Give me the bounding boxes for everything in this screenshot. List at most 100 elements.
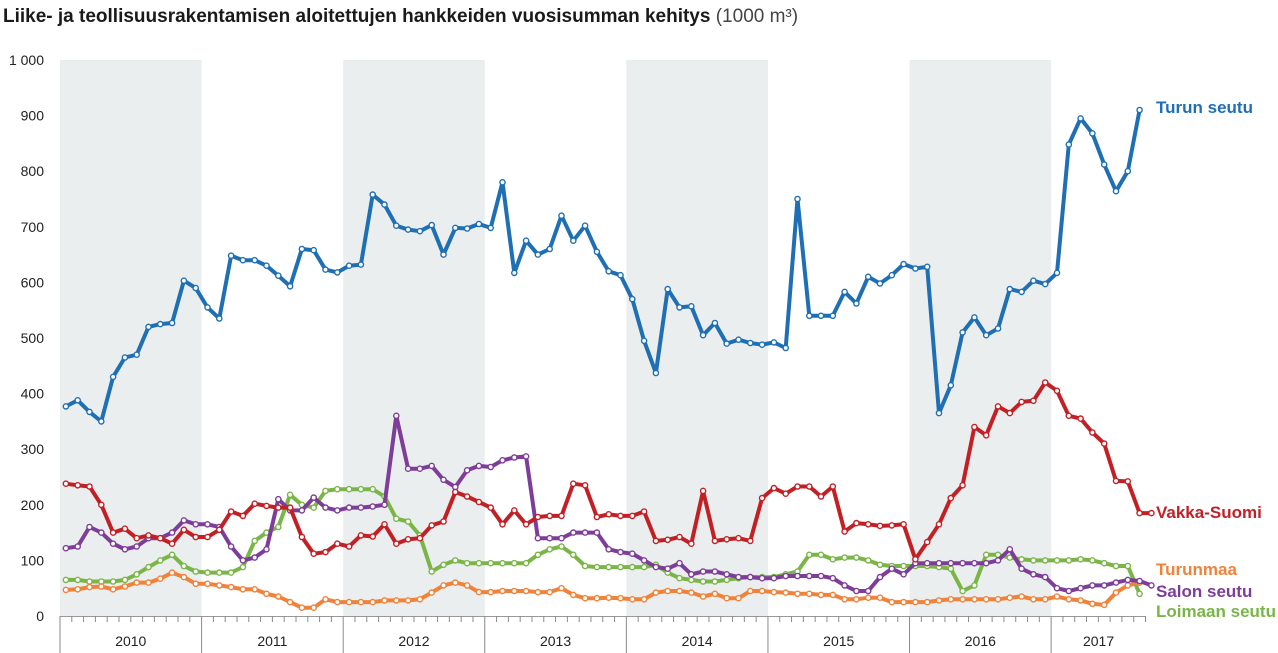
- data-point: [747, 587, 754, 595]
- data-point: [404, 536, 412, 543]
- data-point: [876, 594, 884, 602]
- data-point: [239, 557, 247, 564]
- data-point: [664, 285, 672, 293]
- data-point: [204, 580, 211, 588]
- data-point: [274, 593, 282, 600]
- data-point: [298, 245, 306, 253]
- data-point: [629, 563, 636, 571]
- data-point: [817, 572, 825, 580]
- data-point: [1030, 557, 1037, 564]
- data-point: [440, 561, 447, 569]
- data-point: [640, 596, 648, 603]
- data-point: [121, 525, 129, 533]
- data-point: [1100, 440, 1108, 447]
- data-point: [900, 521, 907, 528]
- data-point: [215, 526, 223, 534]
- data-point: [758, 341, 766, 349]
- data-point: [676, 587, 683, 595]
- chart-title: Liike- ja teollisuusrakentamisen aloitet…: [3, 6, 798, 28]
- data-point: [723, 576, 731, 584]
- data-point: [782, 589, 790, 596]
- data-point: [617, 594, 624, 602]
- data-point: [629, 596, 636, 603]
- y-tick-label: 1 000: [9, 52, 44, 68]
- data-point: [1112, 579, 1120, 586]
- data-point: [510, 269, 518, 277]
- data-point: [888, 565, 896, 573]
- data-point: [817, 591, 825, 599]
- data-point: [369, 598, 377, 606]
- data-point: [581, 529, 589, 536]
- data-point: [357, 532, 365, 539]
- data-point: [86, 523, 93, 531]
- data-point: [688, 302, 695, 310]
- data-point: [1006, 546, 1014, 553]
- data-point: [1089, 130, 1096, 137]
- data-point: [853, 587, 860, 595]
- data-point: [1124, 582, 1132, 589]
- data-point: [1089, 600, 1096, 608]
- data-point: [451, 224, 459, 232]
- data-point: [475, 498, 483, 506]
- data-point: [982, 331, 990, 339]
- data-point: [617, 512, 624, 520]
- data-point: [156, 557, 164, 564]
- data-point: [1065, 587, 1073, 595]
- year-band-2016: [909, 60, 1052, 616]
- data-point: [947, 565, 955, 573]
- data-point: [570, 480, 577, 488]
- data-point: [1053, 387, 1061, 395]
- data-point: [735, 534, 742, 542]
- data-point: [888, 522, 896, 529]
- data-point: [900, 260, 907, 268]
- data-point: [747, 573, 754, 581]
- data-point: [463, 225, 471, 232]
- data-point: [652, 589, 660, 596]
- data-point: [676, 304, 683, 311]
- data-point: [534, 534, 542, 542]
- data-point: [1006, 554, 1014, 561]
- data-point: [758, 574, 766, 582]
- data-point: [640, 508, 648, 515]
- y-tick-label: 200: [21, 497, 45, 513]
- data-point: [345, 485, 353, 493]
- data-point: [251, 500, 258, 508]
- x-year-label: 2012: [398, 633, 429, 649]
- data-point: [98, 418, 105, 425]
- data-point: [109, 578, 117, 585]
- data-point: [451, 557, 459, 564]
- data-point: [227, 583, 235, 591]
- data-point: [109, 529, 117, 536]
- x-year-label: 2011: [257, 633, 287, 649]
- data-point: [1041, 280, 1049, 288]
- data-point: [876, 561, 884, 569]
- data-point: [546, 512, 554, 520]
- y-tick-label: 400: [21, 386, 45, 402]
- data-point: [1006, 594, 1014, 602]
- data-point: [688, 540, 695, 548]
- data-point: [499, 521, 506, 528]
- data-point: [629, 295, 636, 303]
- data-point: [864, 521, 872, 528]
- data-point: [853, 519, 860, 527]
- data-point: [274, 504, 282, 511]
- data-point: [971, 314, 978, 321]
- series-vakka-suomi: [62, 379, 1155, 563]
- data-point: [168, 319, 176, 327]
- data-point: [829, 556, 837, 563]
- data-point: [74, 586, 81, 593]
- data-point: [864, 557, 872, 564]
- data-point: [864, 594, 872, 602]
- data-point: [227, 543, 235, 550]
- data-point: [794, 483, 801, 490]
- data-point: [1136, 509, 1143, 517]
- data-point: [534, 551, 542, 559]
- series-turunmaa: [62, 569, 1143, 612]
- data-point: [251, 554, 258, 561]
- data-point: [1100, 601, 1108, 609]
- data-point: [947, 494, 955, 502]
- data-point: [581, 562, 589, 570]
- data-point: [286, 504, 294, 511]
- data-point: [1030, 571, 1037, 578]
- data-point: [133, 534, 140, 542]
